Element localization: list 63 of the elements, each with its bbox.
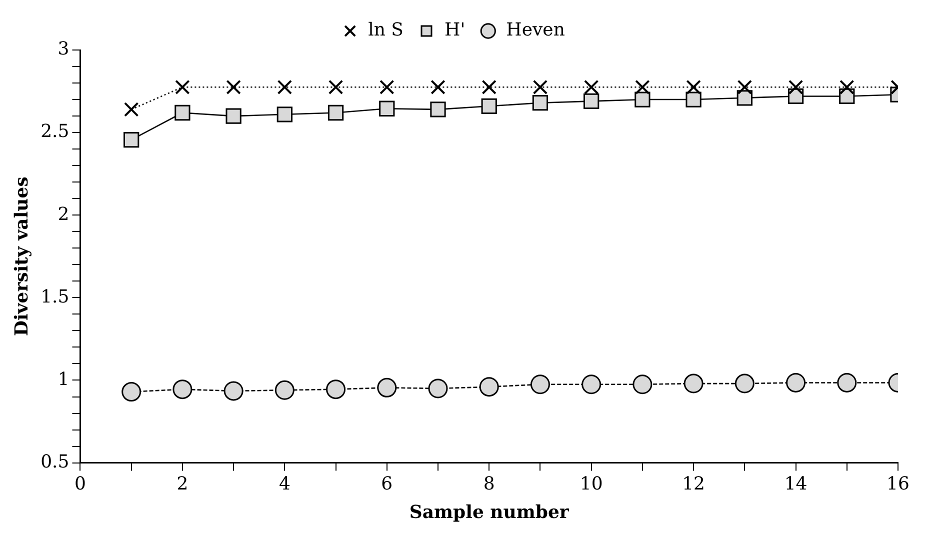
x-tick-label: 2 (176, 473, 188, 494)
point (124, 132, 140, 148)
x-tick-label: 6 (381, 473, 393, 494)
y-axis-title: Diversity values (11, 176, 32, 336)
point (122, 382, 142, 402)
point (224, 381, 244, 401)
y-tick-label: 1 (58, 368, 70, 390)
point (734, 374, 754, 394)
point (584, 93, 600, 110)
point (686, 92, 702, 108)
point (736, 90, 752, 106)
point (532, 80, 548, 95)
y-tick-label: 1.5 (40, 286, 70, 308)
point (737, 80, 752, 95)
y-tick-label: 2 (58, 204, 70, 225)
point (428, 378, 448, 398)
point (175, 80, 190, 95)
point (274, 380, 294, 400)
point (124, 102, 139, 117)
point (174, 104, 190, 121)
point (530, 374, 550, 394)
x-tick-label: 12 (682, 473, 706, 494)
legend-label: Heven (506, 20, 566, 41)
point (379, 100, 395, 116)
x-tick-label: 4 (278, 473, 290, 494)
point (837, 372, 857, 392)
point (532, 95, 548, 111)
x-tick-label: 0 (74, 473, 86, 494)
point (172, 380, 192, 400)
point (634, 92, 650, 108)
point (788, 80, 804, 95)
point (277, 80, 292, 95)
legend-label: ln S (368, 20, 404, 41)
x-tick-label: 16 (886, 473, 910, 494)
point (276, 106, 292, 122)
point (326, 380, 346, 400)
y-tick-label: 0.5 (40, 451, 70, 472)
point (226, 80, 241, 95)
y-tick-label: 3 (58, 38, 70, 60)
point (635, 80, 650, 95)
point (430, 102, 446, 118)
point (584, 80, 599, 95)
x-tick-label: 14 (784, 473, 808, 494)
point (786, 372, 806, 392)
point (226, 108, 242, 124)
point (840, 80, 854, 95)
legend-label: H' (444, 20, 466, 41)
x-tick-label: 10 (580, 473, 603, 494)
point (481, 98, 497, 114)
point (582, 374, 602, 394)
point (380, 80, 394, 95)
point (482, 80, 496, 95)
x-tick-label: 8 (483, 473, 495, 494)
y-tick-label: 2.5 (40, 121, 70, 142)
point (328, 80, 344, 95)
point (684, 374, 704, 394)
point (686, 80, 701, 95)
point (479, 377, 499, 397)
point (430, 80, 446, 95)
point (632, 374, 652, 394)
x-axis-title: Sample number (409, 502, 570, 523)
point (377, 378, 397, 398)
point (328, 104, 344, 121)
